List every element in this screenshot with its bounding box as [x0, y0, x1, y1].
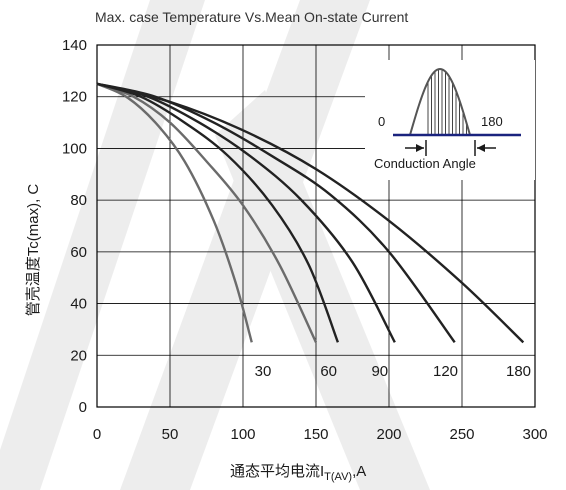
axes [96, 44, 536, 408]
y-axis-label: 管壳温度Tc(max), C [25, 184, 42, 317]
x-tick-50: 50 [162, 426, 179, 443]
y-tick-0: 0 [79, 399, 87, 416]
x-tick-300: 300 [522, 426, 547, 443]
series-lines [96, 82, 525, 344]
inset-right-arrowhead [477, 144, 485, 152]
inset-left-label: 0 [378, 114, 385, 129]
curve-labels: 30 60 90 120 180 [255, 363, 531, 380]
plot-frame [96, 44, 536, 408]
y-tick-20: 20 [70, 347, 87, 364]
y-tick-120: 120 [62, 89, 87, 106]
y-tick-140: 140 [62, 37, 87, 54]
series-line-30 [96, 82, 253, 343]
inset-left-arrowhead [416, 144, 424, 152]
x-axis-label-suffix: ,A [352, 463, 366, 480]
curve-label-90: 90 [371, 363, 388, 380]
curve-label-120: 120 [433, 363, 458, 380]
inset-hatch-lines [427, 69, 467, 135]
chart-title: Max. case Temperature Vs.Mean On-state C… [95, 9, 408, 25]
inset-sine-wave [409, 67, 471, 136]
inset-right-label: 180 [481, 114, 503, 129]
y-tick-80: 80 [70, 192, 87, 209]
curve-label-30: 30 [255, 363, 272, 380]
inset-caption: Conduction Angle [374, 156, 476, 171]
x-tick-0: 0 [93, 426, 101, 443]
series-line-curve-5 [96, 82, 525, 344]
curve-label-60: 60 [320, 363, 337, 380]
series-line-90 [96, 82, 340, 343]
inset-background [365, 60, 535, 180]
x-tick-250: 250 [449, 426, 474, 443]
y-tick-labels: 0 20 40 60 80 100 120 140 [62, 37, 87, 416]
x-axis-label-main: 通态平均电流I [230, 463, 324, 480]
x-axis-label: 通态平均电流IT(AV),A [230, 463, 366, 483]
y-tick-40: 40 [70, 296, 87, 313]
curve-label-180: 180 [506, 363, 531, 380]
x-tick-150: 150 [303, 426, 328, 443]
conduction-angle-inset: 0 180 Conduction Angle [365, 60, 535, 180]
series-line-60 [96, 82, 318, 343]
x-tick-100: 100 [230, 426, 255, 443]
y-tick-60: 60 [70, 244, 87, 261]
x-tick-labels: 0 50 100 150 200 250 300 [93, 426, 548, 443]
x-tick-200: 200 [376, 426, 401, 443]
y-tick-100: 100 [62, 140, 87, 157]
x-axis-label-subscript: T(AV) [324, 471, 352, 483]
